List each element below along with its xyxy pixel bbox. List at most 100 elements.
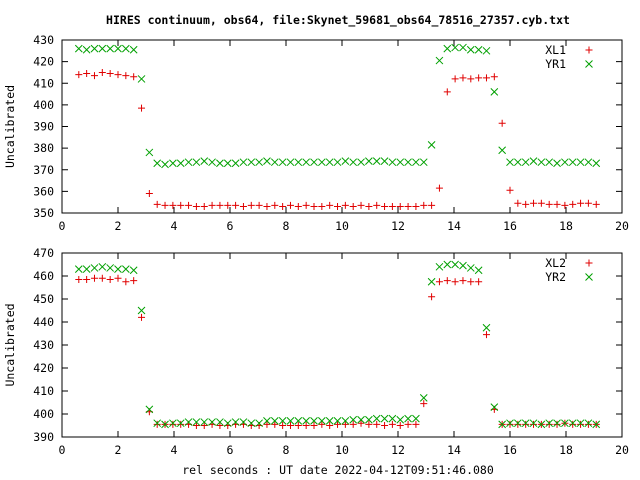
data-point <box>537 158 546 167</box>
data-point <box>138 313 146 321</box>
data-point <box>310 158 318 167</box>
data-point <box>223 159 232 168</box>
x-tick-label: 8 <box>283 219 290 233</box>
data-point <box>294 417 303 425</box>
data-point <box>161 160 169 169</box>
data-point <box>388 203 396 211</box>
data-point <box>90 274 98 282</box>
x-tick-label: 14 <box>447 219 461 233</box>
data-point <box>514 199 522 207</box>
data-point <box>349 415 358 424</box>
data-point <box>192 158 201 167</box>
data-point <box>349 203 357 211</box>
y-tick-label: 350 <box>33 206 54 220</box>
data-point <box>317 417 326 425</box>
data-point <box>129 45 138 54</box>
data-point <box>404 203 412 211</box>
data-point <box>302 158 311 167</box>
data-point <box>325 417 334 425</box>
data-point <box>467 278 475 286</box>
data-point <box>592 420 601 429</box>
data-point <box>490 73 498 81</box>
x-tick-label: 18 <box>559 219 573 233</box>
legend-label: YR2 <box>545 270 566 284</box>
data-point <box>420 201 428 209</box>
data-point <box>341 201 349 209</box>
data-point <box>177 420 185 428</box>
data-point <box>239 418 248 426</box>
data-point <box>365 157 373 165</box>
data-point <box>271 201 279 209</box>
data-point <box>521 158 530 167</box>
data-point <box>522 420 530 428</box>
data-point <box>506 420 514 428</box>
legend-label: XL1 <box>545 43 566 57</box>
data-point <box>271 420 279 428</box>
data-point <box>435 56 444 65</box>
data-point <box>498 420 507 429</box>
legend-label: YR1 <box>545 57 566 71</box>
y-tick-label: 430 <box>33 338 54 352</box>
data-point <box>263 417 271 425</box>
data-point <box>130 277 138 285</box>
data-point <box>451 43 459 52</box>
data-point <box>404 158 412 167</box>
data-point <box>137 75 146 83</box>
data-point <box>184 158 193 167</box>
data-point <box>459 261 467 270</box>
data-point <box>530 199 538 207</box>
data-point <box>474 266 483 275</box>
x-tick-label: 20 <box>615 219 629 233</box>
data-point <box>239 158 248 167</box>
x-tick-label: 16 <box>503 219 517 233</box>
y-tick-label: 360 <box>33 184 54 198</box>
data-point <box>459 43 467 52</box>
data-point <box>247 419 256 428</box>
data-point <box>223 419 232 428</box>
data-point <box>537 420 546 429</box>
data-point <box>553 159 561 168</box>
x-tick-label: 16 <box>503 443 517 457</box>
data-point <box>482 323 491 332</box>
data-point <box>334 420 342 428</box>
data-point <box>247 158 256 167</box>
x-tick-label: 20 <box>615 443 629 457</box>
data-point <box>545 200 553 208</box>
data-point <box>90 264 99 272</box>
data-point <box>74 265 83 273</box>
data-point <box>396 203 404 211</box>
y-tick-label: 410 <box>33 384 54 398</box>
data-point <box>137 306 146 315</box>
data-point <box>372 414 381 423</box>
x-tick-label: 8 <box>283 443 290 457</box>
data-point <box>278 417 287 425</box>
data-point <box>263 203 271 211</box>
data-point <box>326 201 334 209</box>
data-point <box>185 201 193 209</box>
legend-marker <box>585 259 593 267</box>
data-point <box>568 158 577 167</box>
data-point <box>161 201 169 209</box>
data-point <box>466 264 475 272</box>
data-point <box>506 419 514 428</box>
data-point <box>529 157 538 165</box>
data-point <box>576 419 585 428</box>
data-point <box>318 203 326 211</box>
data-point <box>443 88 451 96</box>
data-point <box>200 418 209 426</box>
data-point <box>561 419 569 428</box>
x-tick-label: 6 <box>227 219 234 233</box>
data-point <box>286 158 295 167</box>
y-axis-label: Uncalibrated <box>3 85 17 168</box>
data-point <box>255 419 263 428</box>
data-point <box>467 75 475 83</box>
data-point <box>333 158 342 167</box>
data-point <box>584 199 592 207</box>
data-point <box>122 278 130 286</box>
data-point <box>255 158 263 167</box>
data-point <box>232 201 240 209</box>
data-point <box>263 420 271 428</box>
data-point <box>270 158 279 167</box>
data-point <box>129 266 138 275</box>
data-point <box>106 70 114 78</box>
